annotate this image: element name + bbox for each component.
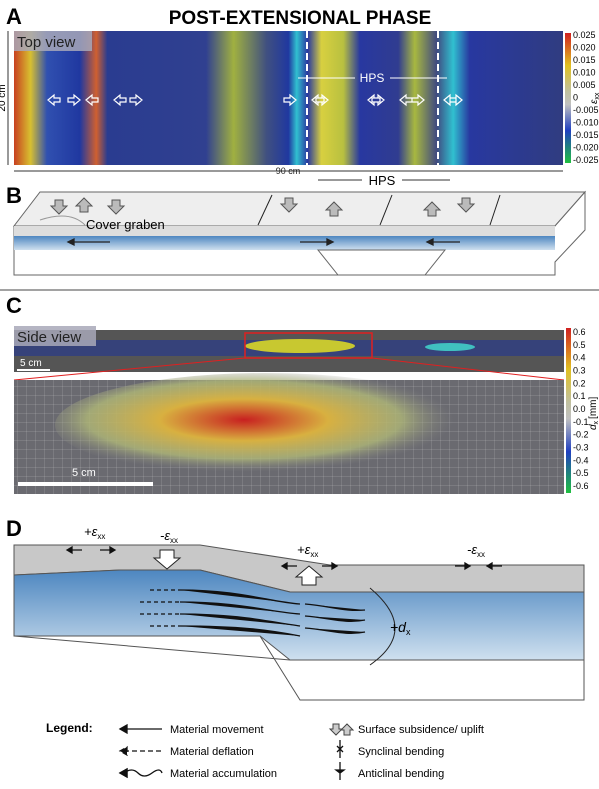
legend-item: Synclinal bending bbox=[358, 746, 444, 758]
legend-surface-arrows bbox=[330, 724, 353, 735]
displacement-field bbox=[55, 373, 475, 477]
hps-label: HPS bbox=[369, 173, 396, 188]
view-label: Side view bbox=[17, 329, 81, 346]
colorbar-tick-label: 0.4 bbox=[573, 353, 586, 363]
scale-label: 5 cm bbox=[72, 467, 96, 479]
colorbar-tick-label: -0.6 bbox=[573, 481, 589, 491]
subscript: xx bbox=[170, 536, 178, 545]
subscript: xx bbox=[97, 532, 105, 541]
panel-label: C bbox=[6, 293, 22, 318]
colorbar-tick-label: 0.025 bbox=[573, 30, 596, 40]
colorbar-tick-label: 0.6 bbox=[573, 327, 586, 337]
colorbar bbox=[565, 33, 571, 163]
colorbar-tick-label: 0.020 bbox=[573, 43, 596, 53]
figure: A POST-EXTENSIONAL PHASE Top view 20 cm … bbox=[0, 0, 599, 784]
annotation: Cover graben bbox=[86, 217, 165, 232]
colorbar-tick-label: -0.020 bbox=[573, 143, 599, 153]
legend-title: Legend: bbox=[46, 721, 93, 735]
legend-item: Material accumulation bbox=[170, 768, 277, 780]
colorbar-ticks: 0.6 0.5 0.4 0.3 0.2 0.1 0.0 -0.1 -0.2 -0.3 -0.4 -0.… bbox=[573, 327, 589, 491]
subscript: xx bbox=[477, 550, 485, 559]
strain-high bbox=[245, 339, 355, 353]
legend-item: Material deflation bbox=[170, 746, 254, 758]
legend-item: Material movement bbox=[170, 724, 264, 736]
colorbar-tick-label: -0.5 bbox=[573, 468, 589, 478]
colorbar-tick-label: -0.1 bbox=[573, 417, 589, 427]
colorbar-tick-label: -0.015 bbox=[573, 130, 599, 140]
legend-item: Anticlinal bending bbox=[358, 768, 444, 780]
colorbar-tick-label: 0.005 bbox=[573, 80, 596, 90]
panel-label: D bbox=[6, 516, 22, 541]
symbol: -ε bbox=[467, 542, 477, 557]
length-label: 90 cm bbox=[276, 166, 301, 176]
symbol: +d bbox=[390, 619, 407, 635]
strain-label: -εxx bbox=[467, 542, 485, 559]
colorbar-tick-label: 0.5 bbox=[573, 340, 586, 350]
colorbar-label: εxx bbox=[589, 92, 599, 104]
hps-label: HPS bbox=[360, 71, 385, 85]
colorbar-tick-label: 0.010 bbox=[573, 68, 596, 78]
legend-item: Surface subsidence/ uplift bbox=[358, 724, 484, 736]
strain-low bbox=[425, 343, 475, 351]
colorbar-tick-label: 0.3 bbox=[573, 366, 586, 376]
panel-label: A bbox=[6, 4, 22, 29]
height-label: 20 cm bbox=[0, 84, 8, 111]
unit: [mm] bbox=[588, 396, 599, 418]
scale-label: 5 cm bbox=[20, 358, 42, 369]
subscript: xx bbox=[310, 550, 318, 559]
subscript: x bbox=[593, 420, 599, 424]
subscript: x bbox=[406, 627, 411, 637]
figure-title: POST-EXTENSIONAL PHASE bbox=[169, 8, 432, 29]
colorbar-tick-label: -0.010 bbox=[573, 118, 599, 128]
graben bbox=[318, 250, 445, 275]
colorbar-tick-label: 0.015 bbox=[573, 55, 596, 65]
colorbar-tick-label: 0 bbox=[573, 93, 578, 103]
colorbar-label: dx[mm] bbox=[588, 396, 599, 430]
view-label: Top view bbox=[17, 34, 76, 51]
symbol: -ε bbox=[160, 528, 170, 543]
panel-label: B bbox=[6, 183, 22, 208]
subscript: xx bbox=[594, 92, 599, 100]
colorbar-tick-label: -0.3 bbox=[573, 443, 589, 453]
symbol: +ε bbox=[84, 524, 98, 539]
colorbar-tick-label: -0.4 bbox=[573, 455, 589, 465]
colorbar-tick-label: 0.2 bbox=[573, 378, 586, 388]
colorbar bbox=[566, 328, 571, 493]
colorbar-tick-label: -0.025 bbox=[573, 155, 599, 165]
colorbar-tick-label: 0.0 bbox=[573, 404, 586, 414]
strain-label: -εxx bbox=[160, 528, 178, 545]
colorbar-tick-label: 0.1 bbox=[573, 391, 586, 401]
strain-label: +εxx bbox=[297, 542, 318, 559]
page: {"panel_a": {"label": "A", "title": "POS… bbox=[0, 0, 599, 784]
symbol: +ε bbox=[297, 542, 311, 557]
colorbar-tick-label: -0.005 bbox=[573, 105, 599, 115]
viscous-layer bbox=[14, 236, 555, 250]
colorbar-tick-label: -0.2 bbox=[573, 430, 589, 440]
strain-label: +εxx bbox=[84, 524, 105, 541]
